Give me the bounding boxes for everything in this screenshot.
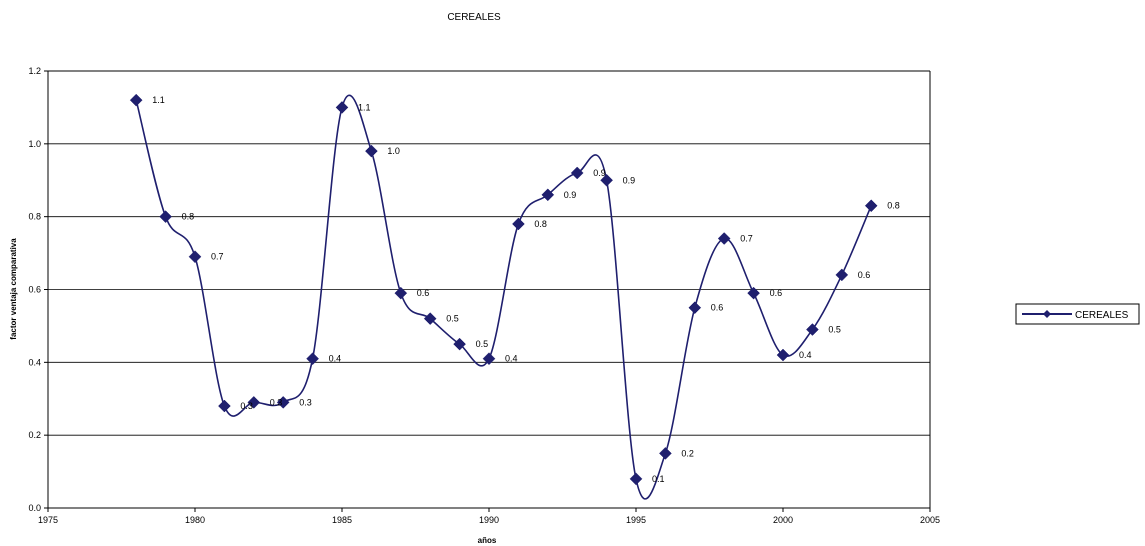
x-tick-label-3: 1990	[479, 515, 499, 525]
data-label-1993: 0.9	[593, 168, 606, 178]
data-point-1993	[570, 166, 584, 180]
legend: CEREALES	[1015, 303, 1140, 325]
data-point-1989	[453, 337, 466, 351]
data-label-2002: 0.6	[858, 270, 871, 280]
data-point-2001	[806, 323, 819, 336]
data-point-2003	[864, 199, 878, 213]
y-tick-label-3: 0.6	[28, 285, 41, 295]
legend-box	[1015, 303, 1140, 325]
data-point-1985	[335, 101, 349, 114]
y-tick-label-4: 0.8	[28, 212, 41, 222]
data-labels: 1.1 0.8 0.7 0.3 0.3 0.3 0.4 1.1 1.0 0.6 0.5 0.5 0.4 0…	[152, 95, 900, 484]
data-point-1981	[218, 399, 231, 413]
data-label-1999: 0.6	[770, 288, 783, 298]
data-label-1978: 1.1	[152, 95, 165, 105]
y-tick-label-2: 0.4	[28, 357, 41, 367]
data-point-1983	[276, 396, 290, 409]
gridlines	[48, 70, 930, 436]
x-axis-title: años	[478, 536, 497, 545]
x-tick-label-0: 1975	[38, 515, 58, 525]
data-point-1987	[394, 286, 408, 300]
data-point-1997	[688, 301, 702, 315]
y-tick-label-5: 1.0	[28, 139, 41, 149]
data-point-1990	[482, 352, 496, 366]
data-label-1982: 0.3	[270, 397, 283, 407]
data-point-1979	[159, 210, 172, 224]
data-label-1986: 1.0	[387, 146, 400, 156]
data-label-1998: 0.7	[740, 234, 753, 244]
axes	[44, 70, 931, 512]
x-tick-label-1: 1980	[185, 515, 205, 525]
x-tick-label-6: 2005	[920, 515, 940, 525]
data-point-1998	[717, 232, 731, 245]
data-point-1996	[659, 447, 672, 460]
data-point-1992	[541, 188, 555, 202]
y-tick-label-1: 0.2	[28, 430, 41, 440]
data-label-1997: 0.6	[711, 303, 724, 313]
data-point-1999	[747, 286, 760, 300]
data-label-1983: 0.3	[299, 397, 312, 407]
legend-label: CEREALES	[1075, 310, 1129, 321]
data-label-1985: 1.1	[358, 102, 371, 112]
data-point-1988	[423, 312, 437, 325]
data-point-1991	[512, 217, 525, 231]
tick-labels: 0.0 0.2 0.4 0.6 0.8 1.0 1.2 1975 1980 1985 1990 199…	[28, 66, 940, 525]
data-point-1994	[600, 173, 613, 187]
data-point-1995	[629, 472, 643, 486]
data-label-1989: 0.5	[476, 339, 489, 349]
data-point-1982	[247, 396, 261, 409]
data-point-2002	[835, 268, 849, 282]
data-point-1980	[188, 250, 202, 264]
data-point-1986	[365, 144, 378, 158]
x-tick-label-5: 2000	[773, 515, 793, 525]
y-tick-label-0: 0.0	[28, 503, 41, 513]
data-label-1990: 0.4	[505, 354, 518, 364]
data-label-1987: 0.6	[417, 288, 430, 298]
y-tick-label-6: 1.2	[28, 66, 41, 76]
data-label-2000: 0.4	[799, 350, 812, 360]
data-label-1979: 0.8	[182, 212, 195, 222]
data-label-1991: 0.8	[534, 219, 547, 229]
chart-title: CEREALES	[447, 12, 501, 23]
legend-marker	[1043, 310, 1051, 318]
data-point-1978	[129, 93, 143, 107]
data-label-1980: 0.7	[211, 252, 224, 262]
data-label-1995: 0.1	[652, 474, 665, 484]
data-label-1994: 0.9	[623, 175, 636, 185]
series-cereales	[129, 93, 878, 500]
data-point-1984	[306, 352, 319, 366]
data-point-2000	[776, 348, 790, 362]
data-label-1992: 0.9	[564, 190, 577, 200]
data-label-2001: 0.5	[828, 325, 841, 335]
data-label-1988: 0.5	[446, 314, 459, 324]
data-label-2003: 0.8	[887, 201, 900, 211]
data-label-1984: 0.4	[329, 354, 342, 364]
series-line-0	[135, 94, 872, 500]
data-label-1996: 0.2	[681, 448, 694, 458]
y-axis-title: factor ventaja comparativa	[9, 238, 18, 340]
x-tick-label-2: 1985	[332, 515, 352, 525]
data-label-1981: 0.3	[240, 401, 253, 411]
x-tick-label-4: 1995	[626, 515, 646, 525]
